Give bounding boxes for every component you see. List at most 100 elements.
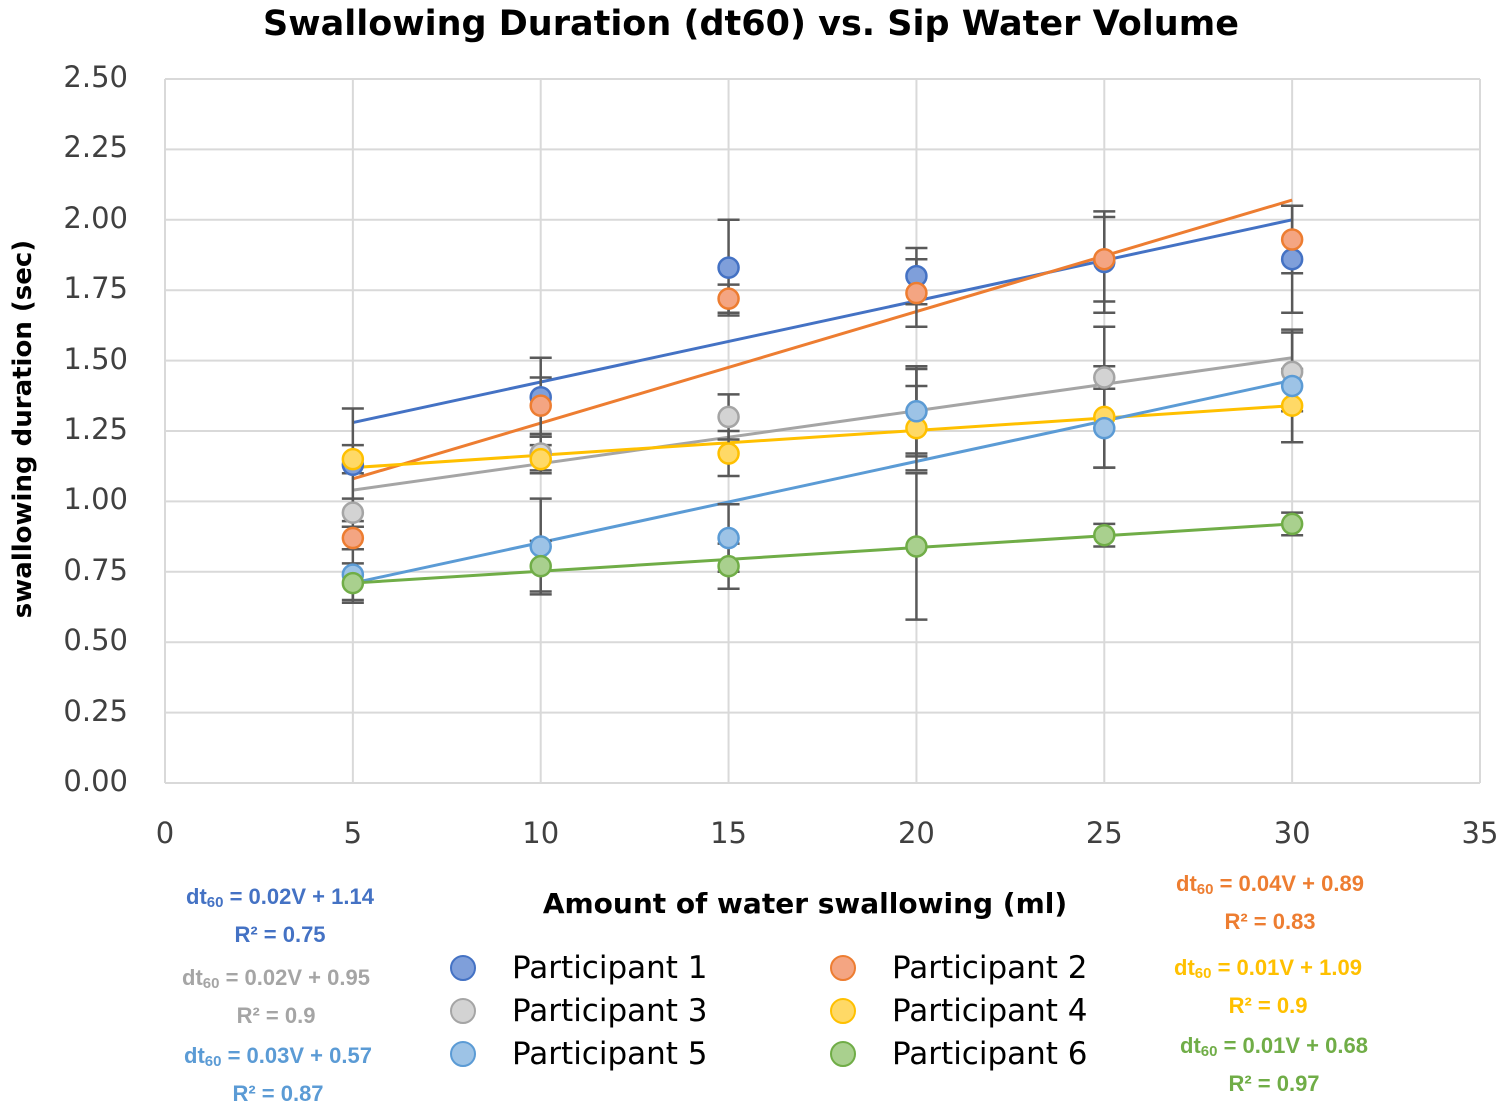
legend-marker	[450, 955, 476, 981]
error-bars	[341, 204, 1304, 621]
legend-label: Participant 3	[512, 993, 708, 1029]
equation-text: dt60 = 0.01V + 1.09	[1118, 952, 1418, 990]
data-point-p4	[529, 447, 552, 471]
legend-marker	[830, 1041, 856, 1067]
legend-label: Participant 5	[512, 1036, 708, 1072]
equation-text: dt60 = 0.02V + 0.95	[126, 962, 426, 1000]
data-point-p1	[1280, 247, 1304, 271]
r-squared-text: R² = 0.97	[1228, 1071, 1320, 1096]
r-squared-text: R² = 0.9	[236, 1003, 316, 1028]
trendline-4	[352, 404, 1293, 470]
x-tick-label: 5	[343, 816, 363, 850]
x-tick-label: 20	[897, 816, 935, 850]
equation-prefix: dt	[1176, 871, 1197, 896]
equation-formula: = 0.01V + 0.68	[1217, 1033, 1368, 1058]
equation-text: dt60 = 0.04V + 0.89	[1120, 868, 1420, 906]
equation-prefix: dt	[1180, 1033, 1201, 1058]
legend-item-participant-5: Participant 5	[450, 1034, 708, 1074]
y-tick-label: 0.75	[63, 552, 128, 587]
trendline-2	[352, 198, 1293, 481]
data-point-p5	[1093, 416, 1116, 440]
trendline-5	[352, 378, 1293, 585]
data-point-p6	[717, 554, 740, 578]
equation-formula: = 0.02V + 0.95	[219, 965, 370, 990]
legend-item-participant-3: Participant 3	[450, 991, 708, 1031]
legend-item-participant-1: Participant 1	[450, 948, 708, 988]
data-point-p2	[341, 526, 365, 550]
data-point-p6	[1093, 523, 1116, 547]
data-point-p4	[1280, 394, 1304, 417]
x-tick-label: 25	[1085, 816, 1123, 850]
trendline-1	[352, 218, 1293, 425]
x-tick-label: 10	[522, 816, 560, 850]
legend-marker	[450, 1041, 476, 1067]
equation-participant-3: dt60 = 0.02V + 0.95 R² = 0.9	[126, 962, 426, 1032]
x-tick-label: 0	[155, 816, 175, 850]
equation-formula: = 0.02V + 1.14	[223, 884, 374, 909]
y-tick-label: 2.00	[63, 200, 128, 235]
equation-formula: = 0.04V + 0.89	[1213, 871, 1364, 896]
chart-title: Swallowing Duration (dt60) vs. Sip Water…	[263, 4, 1239, 44]
r-squared-text: R² = 0.87	[232, 1081, 324, 1106]
y-tick-label: 0.25	[63, 693, 128, 728]
chart-grid	[164, 78, 1481, 784]
y-tick-label: 1.50	[63, 341, 128, 376]
x-tick-label: 30	[1273, 816, 1311, 850]
data-point-p2	[905, 281, 928, 305]
equation-subscript: 60	[1200, 1043, 1218, 1060]
legend-label: Participant 2	[892, 950, 1088, 986]
legend-marker	[450, 998, 476, 1024]
data-point-p2	[529, 394, 552, 417]
data-point-p6	[1280, 512, 1304, 536]
data-point-p3	[1093, 366, 1116, 389]
trendline-3	[352, 356, 1293, 492]
equation-formula: = 0.01V + 1.09	[1211, 955, 1362, 980]
x-tick-label: 35	[1461, 816, 1499, 850]
r-squared-text: R² = 0.83	[1224, 909, 1316, 934]
data-point-p5	[717, 526, 740, 550]
trendline-6	[352, 522, 1293, 585]
data-point-p6	[341, 571, 365, 595]
legend-item-participant-6: Participant 6	[830, 1034, 1088, 1074]
equation-text: dt60 = 0.02V + 1.14	[130, 881, 430, 919]
data-point-p5	[529, 535, 552, 558]
legend-label: Participant 6	[892, 1036, 1088, 1072]
equation-participant-6: dt60 = 0.01V + 0.68 R² = 0.97	[1124, 1030, 1424, 1100]
data-point-p3	[341, 501, 365, 524]
data-point-p2	[1280, 228, 1304, 251]
trendlines	[352, 198, 1293, 585]
data-point-p5	[905, 400, 928, 423]
equation-subscript: 60	[206, 894, 224, 911]
y-tick-label: 0.00	[63, 764, 128, 798]
legend-label: Participant 4	[892, 993, 1088, 1029]
equation-prefix: dt	[1174, 955, 1195, 980]
equation-prefix: dt	[186, 884, 207, 909]
legend-item-participant-2: Participant 2	[830, 948, 1088, 988]
data-point-p6	[905, 535, 928, 558]
data-point-p2	[1093, 247, 1116, 271]
data-points	[341, 228, 1304, 595]
equation-subscript: 60	[202, 975, 220, 992]
r-squared-text: R² = 0.75	[234, 922, 326, 947]
data-point-p4	[341, 447, 365, 471]
equation-prefix: dt	[182, 965, 203, 990]
equation-participant-2: dt60 = 0.04V + 0.89 R² = 0.83	[1120, 868, 1420, 938]
y-tick-label: 0.50	[63, 623, 128, 658]
equation-participant-5: dt60 = 0.03V + 0.57 R² = 0.87	[128, 1040, 428, 1110]
data-point-p6	[529, 554, 552, 578]
x-tick-label: 15	[710, 816, 748, 850]
equation-text: dt60 = 0.01V + 0.68	[1124, 1030, 1424, 1068]
equation-formula: = 0.03V + 0.57	[221, 1043, 372, 1068]
legend-marker	[830, 998, 856, 1024]
y-tick-label: 1.75	[63, 271, 128, 306]
equation-subscript: 60	[1196, 881, 1214, 898]
data-point-p4	[717, 442, 740, 465]
data-point-p5	[1280, 374, 1304, 398]
equation-participant-1: dt60 = 0.02V + 1.14 R² = 0.75	[130, 881, 430, 951]
equation-participant-4: dt60 = 0.01V + 1.09 R² = 0.9	[1118, 952, 1418, 1022]
legend-item-participant-4: Participant 4	[830, 991, 1088, 1031]
data-point-p3	[717, 405, 740, 429]
y-tick-label: 2.25	[63, 130, 128, 165]
equation-text: dt60 = 0.03V + 0.57	[128, 1040, 428, 1078]
